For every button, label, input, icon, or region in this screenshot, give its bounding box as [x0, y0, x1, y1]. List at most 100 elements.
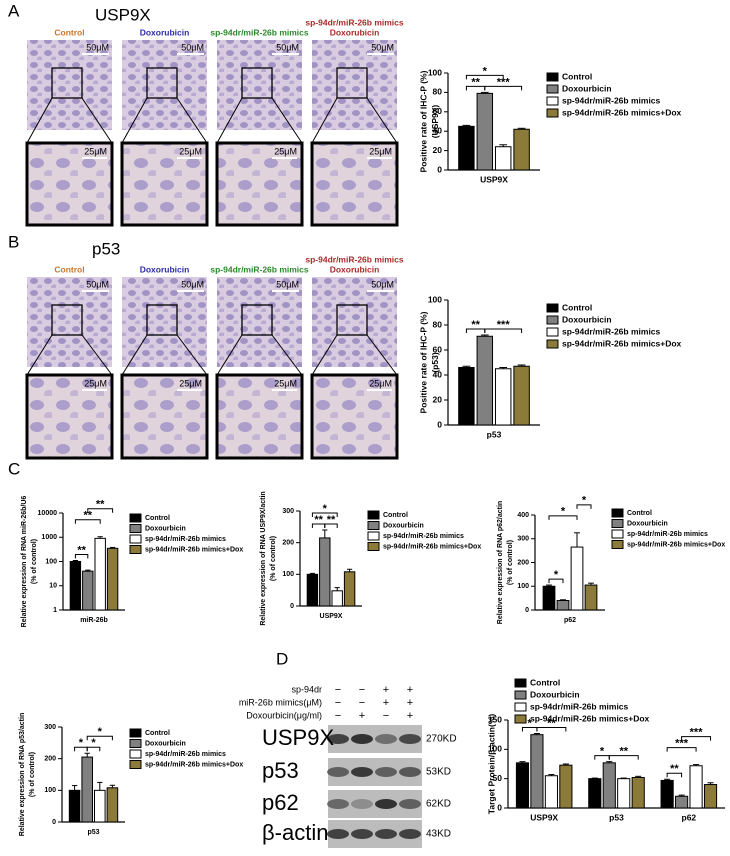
zoom-box: [51, 304, 83, 336]
y-axis-label: Relative expression of RNA miR-26b/U6: [21, 496, 28, 628]
legend-label: Doxourbicin: [627, 520, 668, 527]
zoom-line: [176, 334, 208, 376]
y-tick-label: 20: [433, 145, 443, 155]
y-axis-label: Relative expression of RNA p53/actin: [19, 713, 26, 836]
bar: [476, 335, 494, 426]
blot-band: [327, 799, 349, 809]
x-tick-label: USP9X: [320, 613, 343, 620]
x-tick-label: p53: [487, 429, 502, 439]
legend-label: sp-94dr/miR-26b mimics+Dox: [562, 107, 682, 117]
legend-swatch: [129, 534, 142, 544]
micrograph-zoom: [310, 141, 399, 227]
micrograph-zoom: [25, 141, 114, 227]
bar: [542, 585, 556, 611]
y-tick-label: 300: [282, 508, 294, 515]
y-tick-label: 100: [45, 558, 57, 565]
significance-label: ***: [690, 726, 704, 738]
blot-band: [375, 799, 397, 809]
y-tick-label: 0: [497, 802, 502, 812]
significance-bracket: [311, 512, 338, 517]
bar: [458, 367, 475, 426]
legend-swatch: [546, 315, 559, 325]
significance-label: **: [670, 763, 679, 775]
legend-label: sp-94dr/miR-26b mimics: [530, 701, 629, 711]
y-tick-label: 0: [290, 603, 294, 610]
blot-band: [399, 767, 421, 777]
legend-swatch: [129, 513, 142, 523]
y-tick-label: 400: [517, 512, 529, 519]
x-tick-label: USP9X: [530, 812, 558, 822]
legend-swatch: [129, 524, 142, 533]
legend-label: sp-94dr/miR-26b mimics+Dox: [145, 761, 243, 768]
significance-label: **: [471, 319, 480, 331]
legend-swatch: [611, 540, 624, 549]
zoom-line: [81, 334, 113, 376]
blot-band: [327, 829, 349, 839]
significance-bracket: [86, 735, 113, 741]
bar: [81, 756, 93, 823]
significance-label: **: [619, 746, 628, 758]
bar: [106, 787, 119, 823]
legend-label: sp-94dr/miR-26b mimics: [562, 326, 661, 336]
blot-band: [375, 767, 397, 777]
bar: [513, 365, 530, 426]
blot-sign: −: [335, 697, 341, 709]
significance-label: *: [98, 726, 103, 738]
x-tick-label: p62: [682, 812, 697, 822]
condition-label: Control: [54, 27, 84, 37]
bar: [494, 368, 512, 426]
bar: [319, 537, 331, 607]
band-size: 43KD: [426, 829, 451, 840]
scale-label: 25μM: [274, 378, 297, 388]
y-tick-label: 100: [488, 744, 502, 754]
legend-swatch: [367, 521, 380, 530]
blot-band: [399, 829, 421, 839]
blot-sign: +: [407, 697, 413, 709]
legend-swatch: [129, 760, 142, 769]
y-tick-label: 1000: [41, 534, 57, 541]
y-tick-label: 80: [433, 319, 443, 329]
bar: [82, 570, 94, 611]
legend-label: Doxourbicin: [145, 740, 186, 747]
significance-bracket: [86, 746, 101, 752]
legend-label: sp-94dr/miR-26b mimics: [562, 95, 661, 105]
significance-label: *: [483, 65, 488, 77]
y-axis-label: Positive rate of IHC-P (%): [418, 70, 428, 172]
bar: [602, 762, 616, 809]
bar: [494, 146, 512, 171]
blot-band: [399, 734, 421, 744]
y-axis-label: (USP9X): [430, 105, 440, 139]
zoom-line: [176, 97, 208, 144]
micrograph-zoom: [120, 141, 209, 227]
legend-label: Control: [530, 677, 560, 687]
zoom-box: [146, 304, 178, 336]
scale-label: 50μM: [86, 42, 109, 52]
protein-label: p62: [262, 790, 299, 815]
y-tick-label: 10: [49, 583, 57, 590]
blot-sign: −: [335, 684, 341, 696]
significance-bracket: [666, 747, 697, 752]
significance-bracket: [484, 85, 523, 91]
bar: [559, 764, 573, 809]
zoom-box: [241, 304, 273, 336]
legend-swatch: [367, 510, 380, 520]
legend-label: sp-94dr/miR-26b mimics+Dox: [530, 713, 650, 723]
legend-label: Doxourbicin: [530, 689, 580, 699]
significance-label: **: [327, 514, 336, 526]
zoom-line: [366, 97, 398, 144]
legend-swatch: [514, 678, 527, 688]
y-tick-label: 100: [44, 787, 56, 794]
significance-bracket: [681, 736, 712, 741]
bar: [544, 775, 558, 809]
scale-label: 50μM: [86, 279, 109, 289]
blot-row-label: Doxourbicin(μg/ml): [246, 710, 322, 720]
y-axis-label: Relative expression of RNA USP9X/actin: [260, 491, 267, 625]
significance-label: **: [84, 510, 93, 522]
y-tick-label: 60: [433, 106, 443, 116]
legend-label: Control: [562, 302, 592, 312]
panel-label: C: [8, 459, 20, 478]
bar: [69, 561, 82, 611]
y-tick-label: 100: [428, 294, 442, 304]
y-tick-label: 80: [433, 87, 443, 97]
scale-label: 25μM: [369, 378, 392, 388]
